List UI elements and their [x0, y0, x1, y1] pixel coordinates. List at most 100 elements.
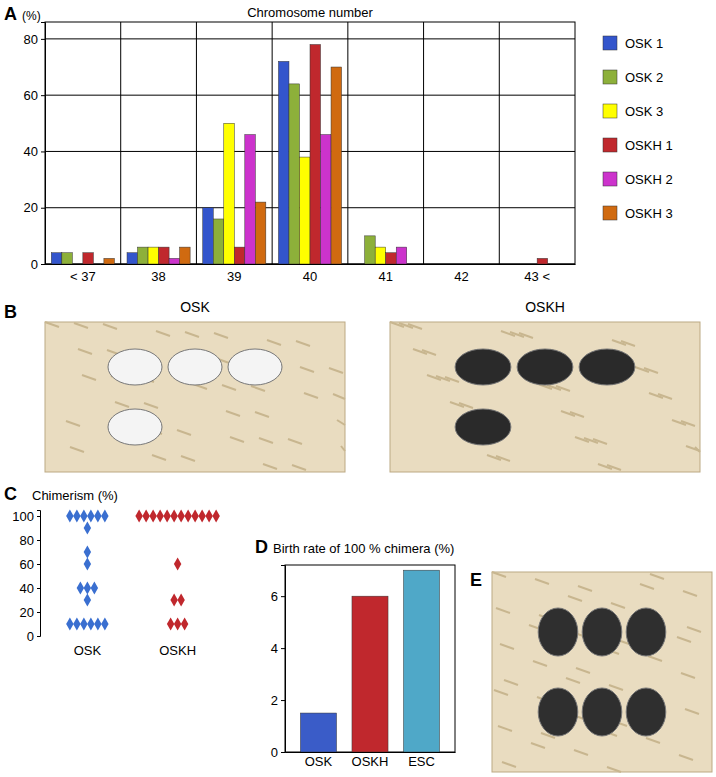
bar [461, 264, 472, 265]
tick: 100 [12, 509, 40, 524]
tick: 43 < [524, 264, 550, 284]
point [84, 546, 91, 559]
bedding [144, 403, 158, 408]
point [94, 510, 101, 523]
tick: 6 [271, 589, 285, 604]
tick-label: 41 [378, 269, 392, 284]
bedding [251, 386, 265, 391]
bedding [78, 349, 92, 354]
bedding [74, 323, 88, 328]
bedding [593, 439, 607, 444]
point [80, 510, 87, 523]
bedding [459, 403, 473, 408]
point [101, 510, 108, 523]
bedding [214, 333, 228, 338]
tick-label: ESC [408, 754, 435, 769]
point [142, 510, 149, 523]
bars [300, 570, 439, 752]
point [135, 510, 142, 523]
bar [299, 157, 310, 264]
axis-line [286, 752, 456, 753]
point [84, 594, 91, 607]
bar [482, 264, 493, 265]
panel-label: A [4, 4, 17, 24]
category-divider [423, 22, 424, 264]
tick-label: 43 < [524, 269, 550, 284]
legend-label: OSKH 1 [625, 138, 673, 153]
bar [104, 258, 115, 264]
tick-label: 60 [20, 557, 34, 572]
axis-line [46, 264, 576, 265]
tick: 2 [271, 693, 285, 708]
bedding [648, 656, 662, 661]
photo [390, 322, 700, 472]
bedding [695, 447, 700, 452]
legend-swatch [603, 70, 617, 84]
bar [440, 264, 451, 265]
bedding [185, 332, 199, 337]
bedding [685, 709, 699, 714]
category-divider [120, 22, 121, 264]
bar [224, 123, 235, 264]
point [191, 510, 198, 523]
grid [45, 22, 575, 264]
tick-label: 0 [27, 629, 34, 644]
tick: 38 [151, 264, 165, 284]
bar [310, 45, 321, 264]
point [80, 618, 87, 631]
bedding [519, 333, 533, 338]
tick-mark [37, 588, 40, 589]
tick-mark [37, 540, 40, 541]
panel-label: E [470, 570, 482, 590]
tick-label: 40 [303, 269, 317, 284]
point [87, 618, 94, 631]
tick: ESC [408, 752, 435, 769]
photo-frame [390, 322, 700, 472]
bar [430, 264, 441, 265]
tick-label: 60 [24, 88, 38, 103]
mouse [582, 608, 622, 656]
point [77, 582, 84, 595]
bedding [621, 341, 635, 346]
bedding [341, 446, 345, 451]
point [163, 510, 170, 523]
bars [51, 45, 547, 264]
bedding [607, 767, 621, 772]
panel-label: C [4, 484, 17, 504]
axis-title: (%) [22, 9, 41, 23]
mouse [168, 349, 222, 385]
tick-mark [281, 596, 285, 597]
mouse [538, 688, 578, 736]
bedding [230, 437, 244, 442]
photo-frame [45, 322, 345, 472]
point [205, 510, 212, 523]
bedding [531, 743, 545, 748]
mouse [538, 608, 578, 656]
bar [407, 264, 418, 265]
mouse [455, 349, 511, 385]
tick-label: OSKH [352, 754, 389, 769]
mouse [582, 688, 622, 736]
bar [375, 247, 386, 264]
tick: OSK [305, 752, 333, 769]
tick: 0 [27, 629, 40, 644]
bar [180, 247, 191, 264]
bedding [259, 438, 273, 443]
mouse [108, 349, 162, 385]
photo [492, 572, 712, 772]
tick: 39 [227, 264, 241, 284]
tick-label: 40 [24, 144, 38, 159]
tick-mark [41, 151, 45, 152]
bar [93, 264, 104, 265]
bar [300, 713, 336, 752]
bedding [498, 726, 512, 731]
tick-label: OSK [74, 643, 102, 658]
bedding [496, 608, 510, 613]
axis-line [37, 511, 41, 637]
bedding [333, 394, 345, 399]
point [212, 510, 219, 523]
y-axis: 0246 [271, 566, 286, 760]
chart-title: Chromosome number [247, 5, 373, 20]
point [84, 582, 91, 595]
bar [354, 264, 365, 265]
